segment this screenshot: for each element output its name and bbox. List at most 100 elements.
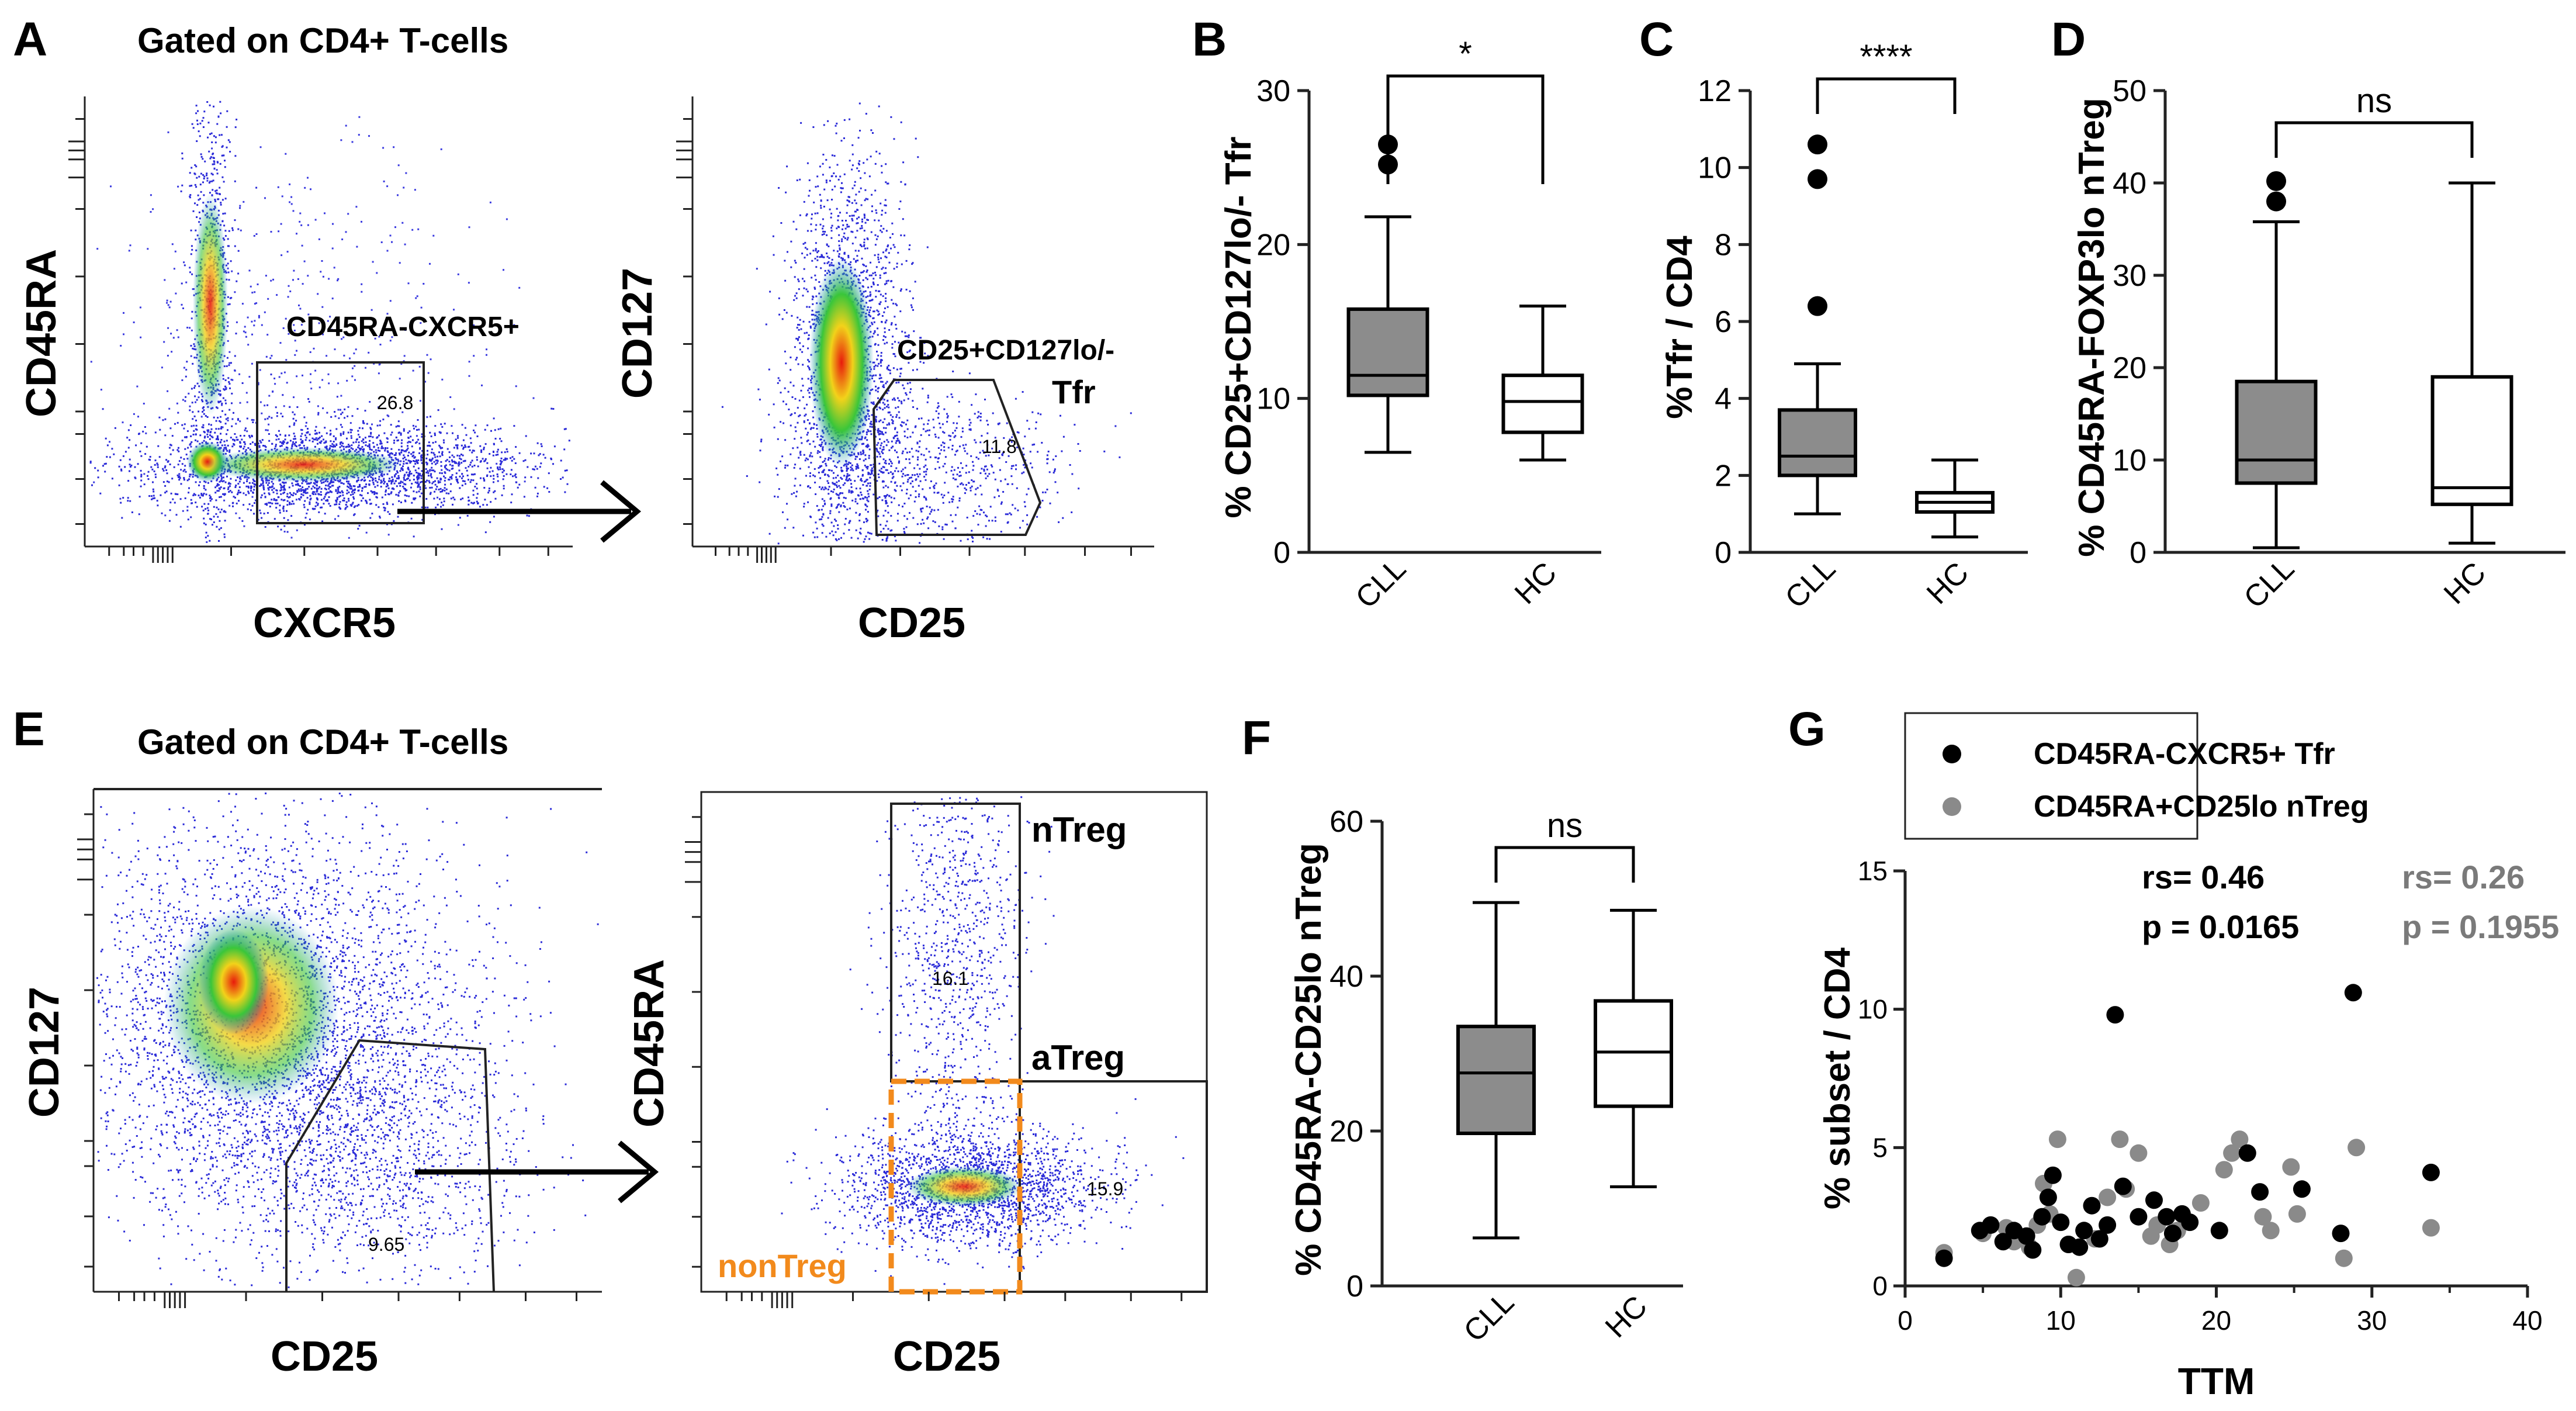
- y-label: CD45RA: [18, 249, 65, 417]
- axis-ticks: [68, 118, 549, 563]
- y-tick-label: 8: [1715, 228, 1732, 262]
- outlier-point: [1808, 169, 1827, 189]
- data-point: [2099, 1188, 2117, 1206]
- data-point: [2017, 1227, 2035, 1245]
- data-point: [2215, 1161, 2233, 1179]
- tick-marks: [676, 118, 1132, 563]
- y-axis-label: % CD45RA-FOXP3lo nTreg: [2072, 98, 2112, 556]
- box-cll: [2235, 171, 2318, 549]
- data-point: [2099, 1216, 2117, 1234]
- data-point: [2106, 1006, 2124, 1024]
- density-hotspot: [906, 1166, 1023, 1207]
- data-point: [2024, 1241, 2042, 1259]
- gate-nontreg: [888, 1078, 1023, 1295]
- arrowhead-a: [600, 480, 642, 543]
- density-e2: [781, 796, 1185, 1285]
- data-point: [2039, 1188, 2057, 1206]
- density-hotspot: [809, 257, 874, 468]
- density-cd127-cd25: [721, 102, 1132, 545]
- category-label: CLL: [1457, 1285, 1521, 1348]
- box-iqr: [2235, 379, 2318, 485]
- data-point: [2262, 1222, 2280, 1240]
- density-e1: [96, 792, 599, 1288]
- significance-bracket: [2274, 121, 2474, 158]
- y-label: CD45RA: [626, 959, 673, 1128]
- significance-label: ****: [1860, 38, 1912, 76]
- box-iqr: [1594, 999, 1673, 1108]
- box-iqr: [1778, 408, 1857, 478]
- significance-bracket: [1816, 77, 1957, 114]
- significance-bracket: [1386, 74, 1545, 184]
- y-tick-label: 15: [1858, 856, 1888, 886]
- data-point: [2163, 1225, 2182, 1243]
- gate-label-line2: Tfr: [1052, 374, 1096, 410]
- data-point: [2223, 1144, 2241, 1162]
- box-cll: [1778, 134, 1857, 516]
- y-tick-label: 40: [1329, 960, 1363, 994]
- y-axis-label: % CD45RA-CD25lo nTreg: [1289, 843, 1329, 1276]
- data-point: [2344, 984, 2362, 1002]
- data-point: [2130, 1144, 2148, 1162]
- ntreg-label: nTreg: [1031, 810, 1127, 849]
- box-hc: [2430, 181, 2513, 545]
- panel-f: F 0 20 40 60% CD45RA-CD25lo nTreg CLL HC ns: [1242, 711, 1683, 1348]
- arrowhead-e: [618, 1140, 659, 1204]
- y-tick-label: 30: [2113, 259, 2146, 293]
- y-tick-label: 20: [1329, 1115, 1363, 1149]
- x-tick-label: 40: [2512, 1305, 2542, 1336]
- axis-ticks: [77, 813, 577, 1308]
- panel-d: D 0 10 20 30 40 50% CD45RA-FOXP3lo nTreg CLL HC…: [2051, 13, 2565, 615]
- data-point: [2251, 1183, 2269, 1201]
- data-point: [2145, 1191, 2163, 1209]
- data-point: [2067, 1268, 2085, 1286]
- category-label: CLL: [2238, 552, 2301, 615]
- data-point: [2114, 1177, 2132, 1195]
- panel-letter-c: C: [1639, 13, 1674, 66]
- data-point: [2111, 1130, 2129, 1149]
- data-point: [2210, 1222, 2228, 1240]
- y-label: CD127: [614, 268, 661, 399]
- y-tick-label: 10: [1256, 382, 1290, 416]
- data-point: [2075, 1222, 2093, 1240]
- data-point: [2335, 1249, 2353, 1267]
- y-tick-label: 6: [1715, 305, 1732, 339]
- data-point: [1994, 1233, 2012, 1251]
- box-hc: [1915, 458, 1995, 539]
- data-point: [2422, 1163, 2440, 1181]
- legend-marker-tfr: [1943, 745, 1961, 763]
- tick-marks: [68, 118, 549, 563]
- y-tick-label: 20: [1256, 228, 1290, 262]
- data-point: [2282, 1158, 2300, 1176]
- y-label: CD127: [21, 987, 68, 1118]
- outlier-point: [2266, 171, 2286, 191]
- data-point: [1982, 1216, 2000, 1234]
- outlier-point: [1808, 296, 1827, 316]
- ntreg-value: 16.1: [932, 968, 968, 989]
- data-point: [2052, 1213, 2070, 1232]
- box-iqr: [1456, 1025, 1536, 1135]
- category-label: HC: [1508, 556, 1563, 611]
- x-tick-label: 10: [2046, 1305, 2076, 1336]
- data-point: [2033, 1208, 2051, 1226]
- x-tick-label: 20: [2201, 1305, 2231, 1336]
- legend-marker-ntreg: [1943, 797, 1961, 816]
- panel-letter-a: A: [13, 13, 47, 66]
- y-tick-label: 10: [1858, 994, 1888, 1025]
- gate-value: 11.8: [982, 436, 1017, 457]
- data-point: [2231, 1130, 2249, 1149]
- data-point: [2158, 1208, 2176, 1226]
- significance-label: ns: [2356, 82, 2392, 120]
- y-tick-label: 12: [1698, 74, 1732, 108]
- x-label: CD25: [858, 600, 965, 646]
- legend-label-ntreg: CD45RA+CD25lo nTreg: [2034, 790, 2369, 824]
- density-dots: [756, 102, 954, 542]
- data-point: [2288, 1205, 2306, 1223]
- y-tick-label: 4: [1715, 382, 1732, 416]
- tick-marks: [685, 816, 1183, 1308]
- data-point: [2238, 1144, 2256, 1162]
- data-point: [2181, 1213, 2199, 1232]
- y-tick-label: 0: [1715, 536, 1732, 570]
- data-point: [2191, 1194, 2210, 1212]
- significance-bracket: [1494, 846, 1635, 883]
